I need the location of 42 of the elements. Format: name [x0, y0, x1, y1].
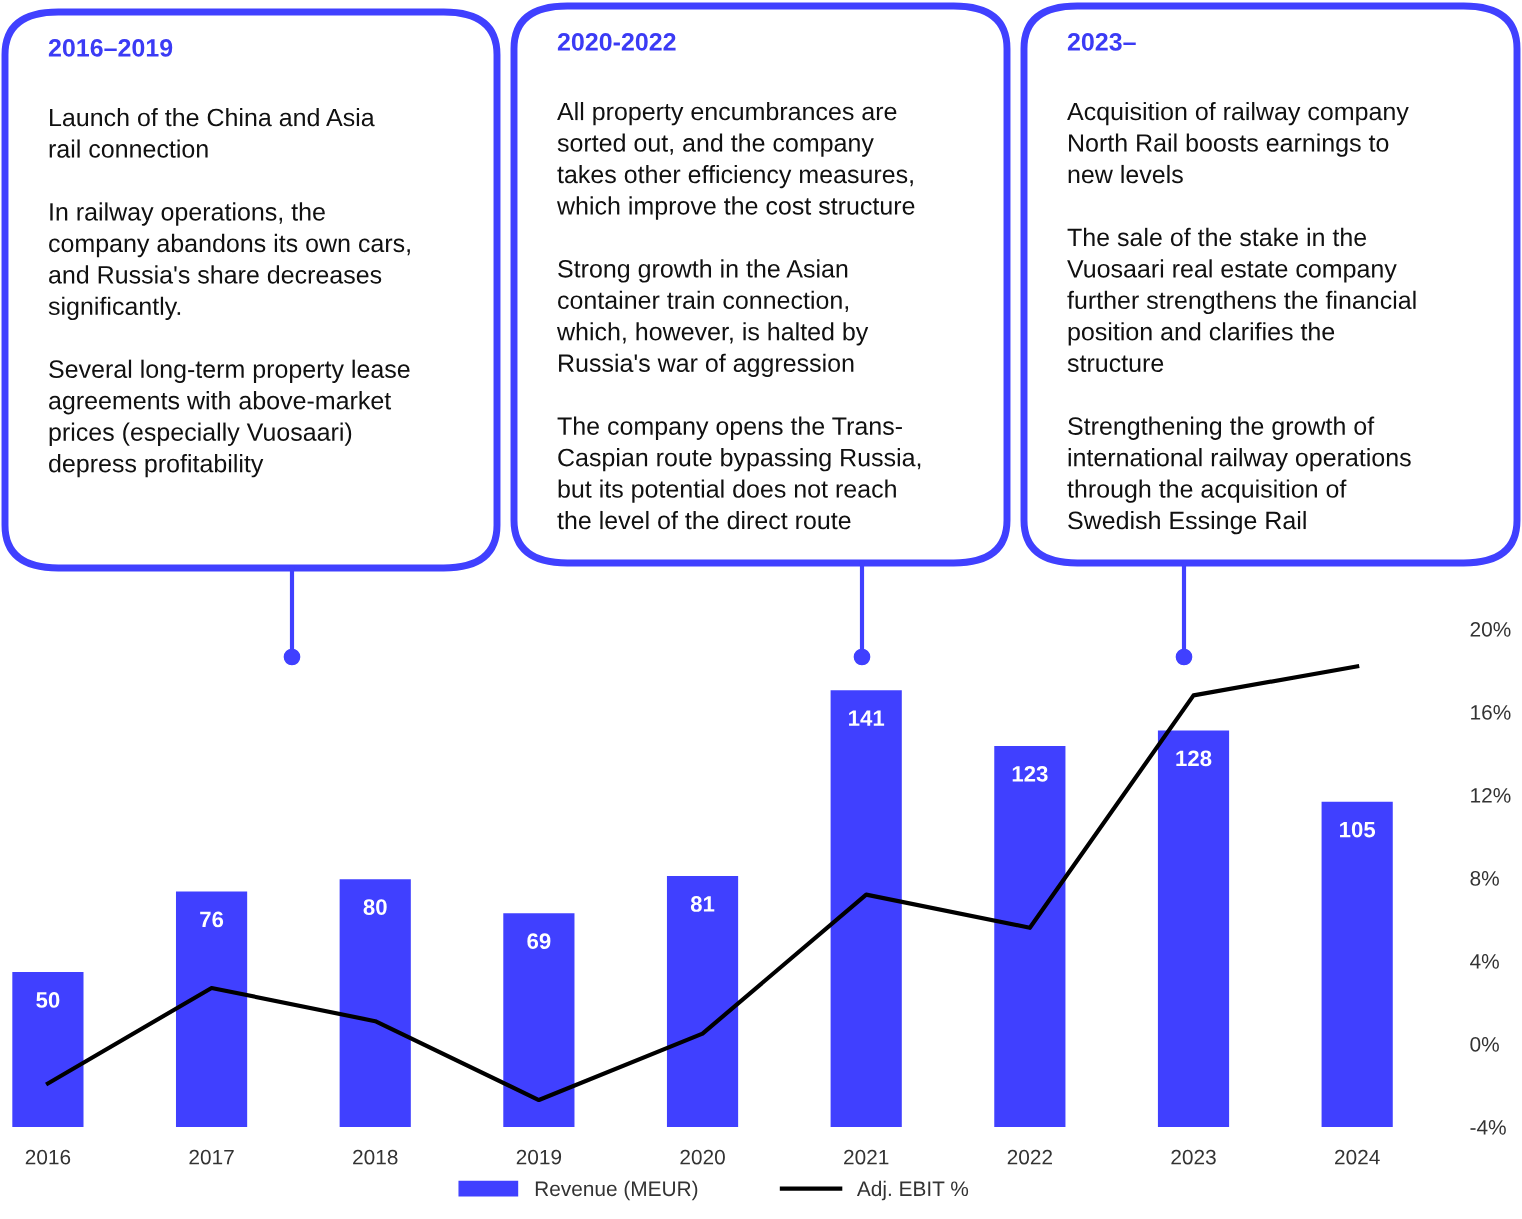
- bar: [994, 745, 1066, 1127]
- y2-tick-label: 8%: [1470, 871, 1499, 886]
- text: Launch of the China and Asia rail connection In railway operations, the company abandons its own cars, and Russia's share decreases significantly. Several long-term property lease agreements with above-market prices (especially Vuosaari) depress profitability: [48, 108, 410, 478]
- data-label: 50: [36, 992, 60, 1008]
- text: 2023–: [1067, 33, 1136, 51]
- x-tick-label: 2024: [1335, 1149, 1380, 1165]
- x-tick-label: 2022: [1007, 1149, 1052, 1165]
- y2-tick-label: 0%: [1470, 1037, 1499, 1052]
- bar: [503, 913, 575, 1127]
- data-label: 128: [1176, 750, 1212, 767]
- x-tick-label: 2016: [25, 1149, 71, 1165]
- x-tick-label: 2020: [680, 1149, 725, 1165]
- text: Acquisition of railway company North Rail boosts earnings to new levels The sale of the stake in the Vuosaari real estate company further strengthens the financial position and clarifies the structure Strengthening the growth of international railway operations through the acquisition of Swedish Essinge Rail: [1067, 102, 1416, 535]
- bar: [12, 972, 84, 1127]
- legend-label: Adj. EBIT %: [856, 1180, 969, 1201]
- data-label: 81: [690, 896, 715, 912]
- bar: [175, 891, 248, 1127]
- bar: [1157, 730, 1230, 1127]
- bar: [830, 690, 902, 1127]
- data-label: 141: [849, 710, 885, 726]
- data-label: 76: [200, 911, 224, 928]
- y2-tick-label: 4%: [1470, 954, 1499, 969]
- x-tick-label: 2023: [1171, 1149, 1216, 1165]
- y2-tick-label: 20%: [1470, 622, 1511, 637]
- text: All property encumbrances are sorted out, and the company takes other efficiency measures, which improve the cost structure Strong growth in the Asian container train connection, which, however, is halted by Russia's war of aggression The company opens the Trans- Caspian route bypassing Russia, but its potential does not reach the level of the direct route: [556, 102, 921, 530]
- text: 2020-2022: [557, 33, 676, 51]
- bar: [1321, 801, 1393, 1127]
- y2-tick-label: 16%: [1471, 705, 1511, 720]
- text: 2016–2019: [48, 39, 173, 57]
- legend-label: Revenue (MEUR): [535, 1180, 698, 1201]
- y2-tick-label: -4%: [1470, 1120, 1506, 1135]
- data-label: 80: [363, 899, 387, 915]
- data-label: 123: [1012, 765, 1048, 782]
- bar: [666, 876, 739, 1127]
- x-tick-label: 2017: [189, 1149, 234, 1165]
- x-tick-label: 2018: [353, 1149, 398, 1165]
- data-label: 69: [527, 933, 551, 949]
- x-tick-label: 2021: [844, 1149, 889, 1165]
- x-tick-label: 2019: [516, 1149, 562, 1165]
- data-label: 105: [1340, 821, 1376, 838]
- bar: [339, 879, 411, 1127]
- y2-tick-label: 12%: [1471, 788, 1511, 803]
